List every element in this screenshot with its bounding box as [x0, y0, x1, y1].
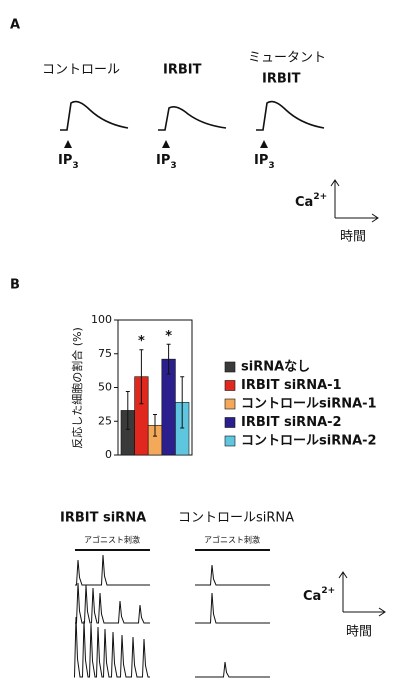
stimulus-label: IP3	[254, 153, 275, 171]
condition-label: ミュータント	[248, 51, 326, 66]
error-bar	[166, 343, 171, 375]
calcium-trace	[195, 592, 270, 624]
traces-b	[73, 549, 386, 678]
legend-label: siRNAなし	[241, 360, 310, 375]
calcium-trace	[75, 554, 150, 586]
legend-swatch	[224, 398, 236, 410]
axis-label: 時間	[346, 625, 372, 640]
axis-label: 時間	[340, 230, 366, 245]
legend-label: IRBIT siRNA-2	[241, 415, 342, 430]
legend-label: コントロールsiRNA-1	[241, 397, 377, 412]
scale-arrows	[330, 179, 379, 223]
significance-mark: *	[138, 334, 145, 349]
condition-label: IRBIT	[163, 63, 202, 78]
error-bar	[125, 391, 130, 430]
y-tick-label: 0	[105, 448, 112, 461]
calcium-trace	[73, 616, 150, 678]
error-bar	[180, 376, 185, 429]
panel-label: A	[10, 18, 20, 33]
y-tick-label: 50	[98, 381, 112, 394]
panel-label: B	[10, 278, 20, 293]
axis-label: Ca2+	[303, 586, 335, 604]
y-tick-label: 25	[98, 414, 112, 427]
legend-swatch	[224, 417, 236, 428]
legend-label: IRBIT siRNA-1	[241, 378, 342, 393]
y-tick-label: 75	[98, 347, 112, 360]
calcium-trace	[75, 582, 150, 624]
legend-swatch	[224, 380, 236, 391]
legend-label: コントロールsiRNA-2	[241, 434, 377, 449]
axis-label: Ca2+	[295, 192, 327, 210]
stimulus-label: アゴニスト刺激	[84, 535, 140, 545]
traces-a	[60, 100, 325, 148]
bar-chart: 0 25 50 75 100 * * siRNAなし IRBIT siRNA-1 コントロールsi…	[91, 313, 377, 461]
stimulus-label: アゴニスト刺激	[204, 535, 260, 545]
stimulus-label: IP3	[156, 153, 177, 171]
significance-mark: *	[165, 329, 172, 344]
error-bar	[139, 349, 144, 405]
y-tick-label: 100	[91, 313, 112, 326]
condition-label: IRBIT	[262, 72, 301, 87]
calcium-trace	[195, 564, 270, 586]
group-label: IRBIT siRNA	[60, 511, 146, 526]
group-label: コントロールsiRNA	[178, 511, 294, 526]
legend-swatch	[224, 435, 236, 447]
condition-label: コントロール	[42, 63, 120, 78]
stimulus-label: IP3	[58, 153, 79, 171]
legend-swatch	[224, 361, 236, 373]
y-axis-label: 反応した細胞の割合 (%)	[70, 327, 84, 449]
calcium-trace	[195, 661, 270, 678]
error-bar	[153, 414, 157, 437]
